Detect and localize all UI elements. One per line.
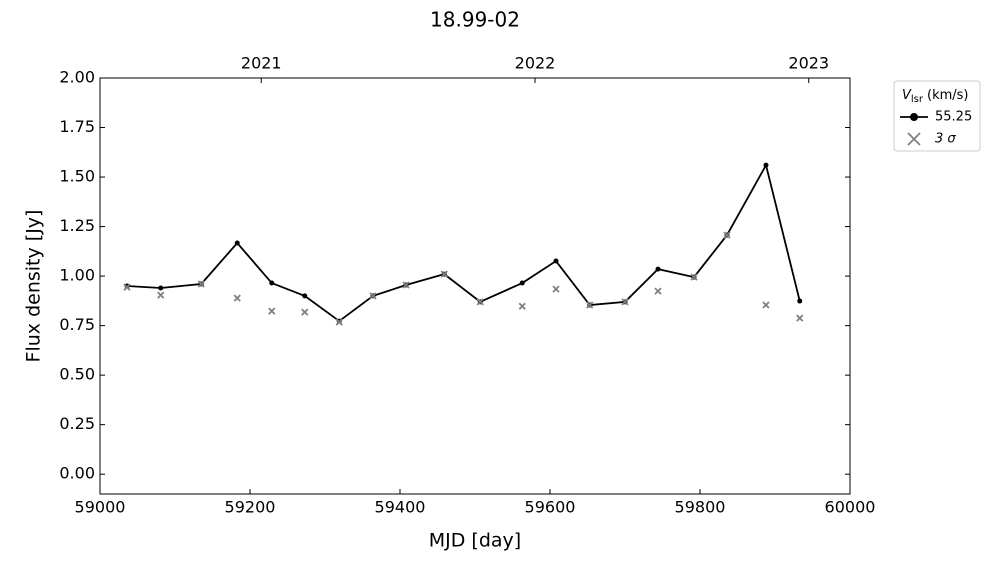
data-point: [518, 302, 526, 310]
data-point: [621, 298, 629, 306]
data-point: [796, 314, 804, 322]
data-point: [268, 307, 276, 315]
x-tick-label: 59200: [225, 498, 276, 517]
data-point: [402, 281, 410, 289]
data-point: [440, 270, 448, 278]
data-point: [301, 308, 309, 316]
x-tick-label: 59600: [525, 498, 576, 517]
data-point: [123, 283, 131, 291]
data-point: [763, 162, 769, 168]
data-point: [690, 273, 698, 281]
data-point: [553, 258, 559, 264]
data-point: [302, 293, 308, 299]
data-point: [552, 285, 560, 293]
data-point: [369, 292, 377, 300]
data-point: [157, 291, 165, 299]
data-point: [233, 294, 241, 302]
legend-title-symbol: V: [902, 88, 912, 103]
y-tick-label: 2.00: [59, 68, 95, 87]
y-tick-label: 1.00: [59, 266, 95, 285]
data-point: [797, 298, 803, 304]
x-axis-label: MJD [day]: [429, 530, 521, 552]
data-point: [519, 280, 525, 286]
data-point: [654, 287, 662, 295]
plot-frame: [99, 77, 851, 495]
y-tick-label: 1.50: [59, 167, 95, 186]
x-tick-label: 59000: [75, 498, 126, 517]
data-point: [234, 240, 240, 246]
series-line: [126, 162, 801, 323]
data-point: [197, 280, 205, 288]
legend-label: 55.25: [935, 110, 972, 125]
x-tick-label: 59800: [675, 498, 726, 517]
y-tick-label: 1.75: [59, 117, 95, 136]
data-point: [158, 285, 164, 291]
data-point: [586, 301, 594, 309]
data-point: [335, 318, 343, 326]
x-tick-label: 59400: [375, 498, 426, 517]
data-point: [762, 301, 770, 309]
y-tick-label: 0.00: [59, 464, 95, 483]
legend-marker: [910, 113, 918, 121]
data-point: [723, 231, 731, 239]
x2-tick-label: 2021: [241, 54, 282, 73]
x-tick-label: 60000: [825, 498, 876, 517]
y-tick-label: 1.25: [59, 216, 95, 235]
y-axis-label: Flux density [Jy]: [23, 210, 45, 363]
y-tick-label: 0.25: [59, 414, 95, 433]
x2-tick-label: 2022: [515, 54, 556, 73]
legend-marker: [907, 132, 921, 146]
chart-title: 18.99-02: [430, 8, 520, 32]
legend-title-subscript: lsr: [911, 94, 924, 105]
data-point: [269, 280, 275, 286]
legend-label: 3 σ: [935, 132, 956, 147]
legend-title: Vlsr (km/s): [902, 88, 969, 106]
legend-title-unit: (km/s): [927, 88, 969, 103]
x2-tick-label: 2023: [788, 54, 829, 73]
y-tick-label: 0.50: [59, 365, 95, 384]
data-point: [476, 298, 484, 306]
data-point: [655, 266, 661, 272]
legend-box: [893, 80, 981, 152]
y-tick-label: 0.75: [59, 315, 95, 334]
